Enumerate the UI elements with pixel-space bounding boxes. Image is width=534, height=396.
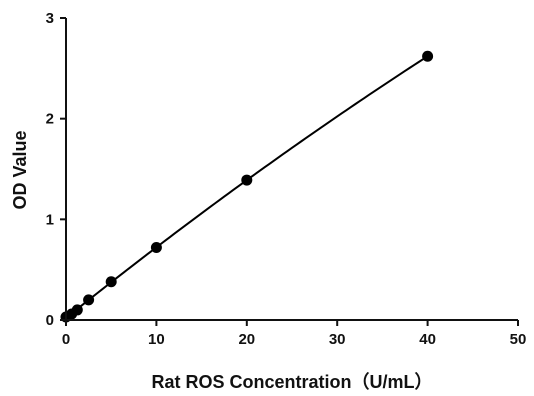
x-tick-label: 30 <box>329 331 346 348</box>
data-point <box>150 242 162 254</box>
axes <box>60 17 519 326</box>
x-tick-label: 50 <box>510 331 527 348</box>
y-tick-label: 0 <box>46 312 54 329</box>
data-point <box>71 304 83 316</box>
data-point <box>422 50 434 62</box>
y-axis-title: OD Value <box>10 130 30 209</box>
x-tick-label: 20 <box>238 331 255 348</box>
plot-area <box>60 50 434 323</box>
data-point <box>241 174 253 186</box>
fit-curve <box>65 55 429 319</box>
y-tick-label: 3 <box>46 10 54 27</box>
y-tick-label: 1 <box>46 211 54 228</box>
tick-labels: 0 10 20 30 40 50 0 1 2 3 <box>46 10 527 348</box>
x-axis-title: Rat ROS Concentration（U/mL） <box>151 372 432 392</box>
x-tick-label: 10 <box>148 331 165 348</box>
data-point <box>83 294 95 306</box>
data-point <box>105 276 117 288</box>
y-tick-label: 2 <box>46 111 54 128</box>
x-tick-label: 0 <box>62 331 70 348</box>
x-tick-label: 40 <box>419 331 436 348</box>
